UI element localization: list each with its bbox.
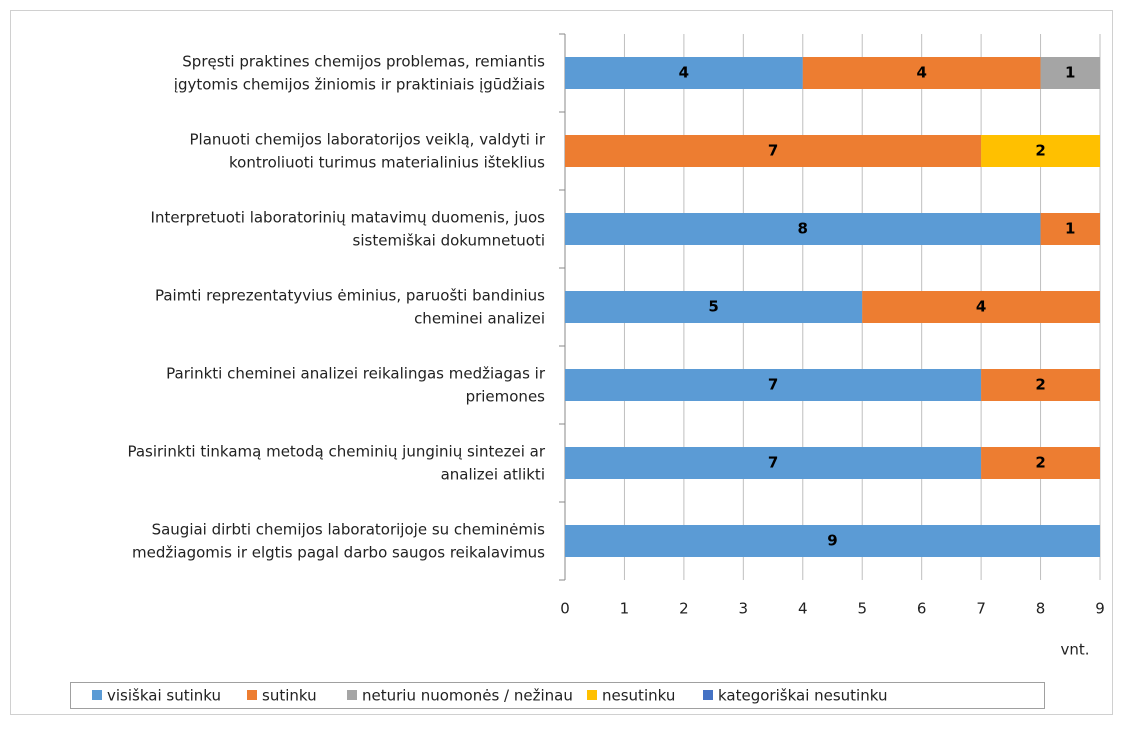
y-tick-label-line: kontroliuoti turimus materialinius ištek… [229,153,545,171]
bar-segment [981,447,1100,479]
bar-segment [565,291,863,323]
data-label: 4 [679,64,689,82]
data-label: 4 [976,298,986,316]
legend-swatch [247,690,257,700]
x-tick-label: 9 [1095,600,1105,618]
legend-label: sutinku [262,687,317,705]
y-tick-label-line: sistemiškai dokumnetuoti [353,231,545,249]
bar-segment [565,369,982,401]
x-tick-label: 7 [976,600,986,618]
data-label: 2 [1035,454,1045,472]
y-tick-label-line: Spręsti praktines chemijos problemas, re… [182,52,545,70]
y-tick-label-line: priemones [466,387,546,405]
y-tick-label: Parinkti cheminei analizei reikalingas m… [166,364,546,405]
y-tick-label-line: cheminei analizei [414,309,545,327]
y-tick-label-line: Parinkti cheminei analizei reikalingas m… [166,364,546,382]
x-tick-label: 0 [560,600,570,618]
bar-segment [802,57,1041,89]
bar-segment [981,369,1100,401]
y-tick-label-line: Pasirinkti tinkamą metodą cheminių jungi… [127,442,545,460]
y-tick-label-line: Interpretuoti laboratorinių matavimų duo… [151,208,546,226]
x-tick-label: 5 [857,600,867,618]
bar-segment [862,291,1100,323]
legend-swatch [347,690,357,700]
bar-segment [1040,57,1100,89]
y-tick-label-line: įgytomis chemijos žiniomis ir praktiniai… [174,75,545,93]
data-label: 1 [1065,64,1075,82]
data-label: 7 [768,454,778,472]
y-tick-label-line: Saugiai dirbti chemijos laboratorijoje s… [152,520,546,538]
legend-label: neturiu nuomonės / nežinau [362,687,573,705]
data-label: 7 [768,142,778,160]
y-tick-label: Planuoti chemijos laboratorijos veiklą, … [190,130,546,171]
y-tick-label-line: Planuoti chemijos laboratorijos veiklą, … [190,130,546,148]
bar-segment [565,57,803,89]
x-tick-label: 6 [917,600,927,618]
bar-segment [565,447,982,479]
legend-swatch [703,690,713,700]
y-tick-label-line: Paimti reprezentatyvius ėminius, paruošt… [155,286,545,304]
data-label: 5 [708,298,718,316]
x-axis-label: vnt. [1060,641,1089,659]
y-tick-label: Paimti reprezentatyvius ėminius, paruošt… [155,286,545,327]
x-tick-label: 8 [1036,600,1046,618]
y-tick-label: Pasirinkti tinkamą metodą cheminių jungi… [127,442,545,483]
data-label: 9 [827,532,837,550]
legend-label: nesutinku [602,687,675,705]
data-label: 7 [768,376,778,394]
data-label: 2 [1035,142,1045,160]
bar-segment [565,213,1041,245]
y-tick-label-line: analizei atlikti [441,465,545,483]
x-tick-label: 2 [679,600,689,618]
y-tick-label-line: medžiagomis ir elgtis pagal darbo saugos… [132,543,545,561]
legend-label: visiškai sutinku [107,687,221,705]
y-tick-label: Spręsti praktines chemijos problemas, re… [174,52,545,93]
x-tick-label: 4 [798,600,808,618]
bar-segment [565,135,982,167]
data-label: 1 [1065,220,1075,238]
legend-box [70,682,1045,709]
bar-segment [1040,213,1100,245]
y-tick-label: Saugiai dirbti chemijos laboratorijoje s… [132,520,545,561]
y-tick-label: Interpretuoti laboratorinių matavimų duo… [151,208,546,249]
chart-border [10,10,1113,715]
bar-segment [565,525,1100,557]
legend-swatch [92,690,102,700]
x-tick-label: 1 [620,600,630,618]
bar-segment [981,135,1100,167]
x-tick-label: 3 [739,600,749,618]
data-label: 4 [916,64,926,82]
legend-label: kategoriškai nesutinku [718,687,887,705]
data-label: 2 [1035,376,1045,394]
data-label: 8 [798,220,808,238]
legend-swatch [587,690,597,700]
